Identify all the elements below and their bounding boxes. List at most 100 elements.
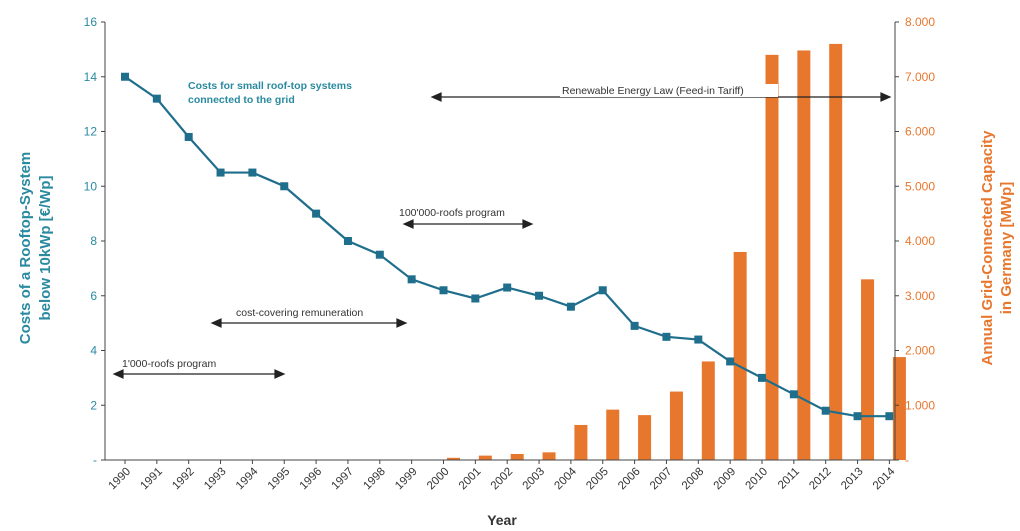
- cost-point-1998: [375, 250, 384, 259]
- cost-point-2013: [853, 412, 862, 421]
- right-tick-label: 4.000: [905, 234, 935, 248]
- cost-point-1991: [152, 94, 161, 103]
- x-tick-label: 2010: [744, 466, 771, 493]
- right-tick-label: 3.000: [905, 289, 935, 303]
- arrowhead: [880, 92, 892, 102]
- arrowhead: [210, 318, 222, 328]
- x-tick-label: 2013: [839, 466, 866, 493]
- annotation-costs-line2: connected to the grid: [188, 94, 295, 106]
- left-axis-title: Costs of a Rooftop-System below 10kWp [€…: [17, 152, 54, 345]
- left-tick-label: 14: [84, 70, 98, 84]
- x-tick-label: 1994: [234, 465, 261, 492]
- annotation-renewable-law: Renewable Energy Law (Feed-in Tariff): [562, 85, 744, 97]
- x-axis-ticks: 1990 1991 1992 1993 1994 1995 1996 1997 1998 1999…: [107, 460, 898, 492]
- bar-2012: [829, 43, 843, 461]
- annotation-bg: [560, 84, 778, 97]
- left-tick-label: 10: [84, 179, 98, 193]
- cost-point-1993: [216, 168, 225, 177]
- arrowhead: [112, 369, 124, 379]
- arrowhead: [396, 318, 408, 328]
- right-tick-label: 8.000: [905, 15, 935, 29]
- x-tick-label: 2002: [489, 466, 516, 493]
- x-axis-title: Year: [487, 512, 517, 528]
- bar-2004: [574, 424, 588, 460]
- cost-point-1996: [312, 209, 321, 218]
- cost-point-1994: [248, 168, 257, 177]
- cost-point-2010: [758, 373, 766, 382]
- cost-point-2001: [471, 294, 480, 303]
- arrowhead: [430, 92, 442, 102]
- cost-point-2009: [726, 357, 735, 366]
- x-tick-label: 2007: [648, 466, 675, 493]
- x-tick-label: 2005: [584, 466, 611, 493]
- x-tick-label: 2003: [521, 466, 548, 493]
- left-tick-label: 8: [90, 234, 97, 248]
- bar-2008: [701, 361, 715, 460]
- left-axis-title-line2: below 10kWp [€/Wp]: [37, 175, 54, 320]
- x-tick-label: 2009: [712, 466, 739, 493]
- cost-point-2006: [630, 321, 639, 330]
- annotation-100k-roofs: 100'000-roofs program: [399, 207, 505, 219]
- left-tick-label: 4: [90, 344, 97, 358]
- bar-2014: [892, 357, 906, 460]
- right-tick-label: 1.000: [905, 398, 935, 412]
- annotation-costs-line1: Costs for small roof-top systems: [188, 80, 352, 92]
- bar-2007: [669, 391, 683, 460]
- bar-2010: [765, 54, 779, 460]
- right-tick-label: 6.000: [905, 125, 935, 139]
- x-tick-label: 2011: [776, 466, 802, 492]
- right-tick-label: -: [905, 453, 909, 467]
- x-tick-label: 2012: [807, 466, 834, 493]
- bar-2005: [606, 409, 620, 460]
- left-axis-title-line1: Costs of a Rooftop-System: [17, 152, 34, 345]
- bar-2002: [510, 453, 524, 460]
- x-tick-label: 2004: [552, 465, 579, 492]
- right-axis-title: Annual Grid-Connected Capacity in German…: [979, 130, 1015, 366]
- cost-point-2003: [535, 291, 544, 300]
- cost-point-2007: [662, 332, 671, 341]
- bar-2003: [542, 452, 556, 460]
- bar-2011: [797, 50, 811, 460]
- cost-point-2000: [439, 286, 448, 295]
- left-tick-label: -: [93, 453, 97, 467]
- right-tick-label: 5.000: [905, 179, 935, 193]
- cost-point-2005: [598, 286, 607, 295]
- cost-point-2004: [566, 302, 575, 311]
- cost-point-1999: [407, 275, 416, 284]
- left-tick-label: 6: [90, 289, 97, 303]
- right-tick-label: 2.000: [905, 344, 935, 358]
- x-tick-label: 1999: [393, 466, 420, 493]
- cost-point-2014: [885, 412, 894, 421]
- bar-2006: [638, 415, 652, 460]
- x-tick-label: 2001: [457, 466, 484, 493]
- x-tick-label: 1997: [329, 466, 356, 493]
- cost-point-1990: [121, 72, 129, 81]
- right-axis-ticks: - 1.000 2.000 3.000 4.000 5.000 6.000 7.000 8.00…: [895, 15, 935, 467]
- arrowhead: [522, 219, 534, 229]
- left-tick-label: 12: [84, 125, 98, 139]
- x-tick-label: 2014: [871, 465, 898, 492]
- arrowhead: [402, 219, 414, 229]
- capacity-bars: [447, 43, 906, 461]
- cost-line: [121, 72, 894, 421]
- right-axis-title-line2: in Germany [MWp]: [998, 182, 1015, 315]
- cost-point-1997: [343, 237, 352, 245]
- x-tick-label: 1995: [266, 466, 293, 493]
- left-axis-ticks: - 2 4 6 8 10 12 14 16: [84, 15, 105, 467]
- cost-point-2011: [789, 390, 798, 399]
- right-axis-title-line1: Annual Grid-Connected Capacity: [979, 130, 996, 366]
- right-tick-label: 7.000: [905, 70, 935, 84]
- x-tick-label: 1990: [107, 466, 134, 493]
- arrowhead: [274, 369, 286, 379]
- bar-2013: [861, 279, 875, 460]
- left-tick-label: 2: [90, 398, 97, 412]
- x-tick-label: 2000: [425, 466, 452, 493]
- left-tick-label: 16: [84, 15, 98, 29]
- x-tick-label: 1993: [202, 466, 229, 493]
- cost-point-2012: [821, 406, 830, 415]
- bar-2001: [478, 455, 492, 460]
- cost-point-1992: [184, 132, 193, 141]
- cost-point-2002: [503, 283, 512, 292]
- cost-point-2008: [694, 335, 703, 344]
